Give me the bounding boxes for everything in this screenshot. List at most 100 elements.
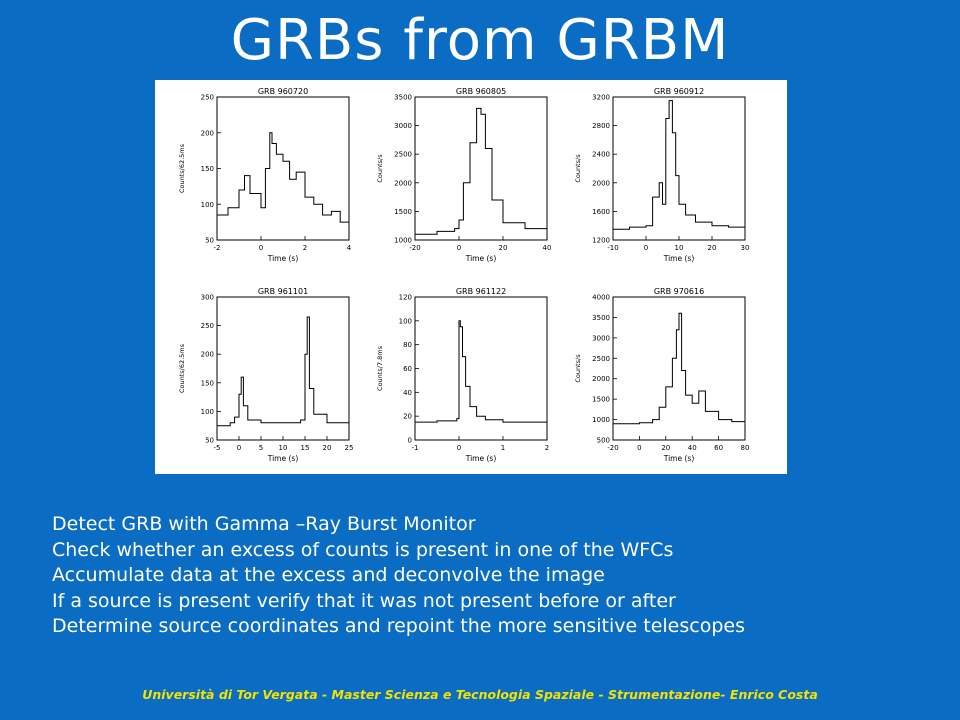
panel-title: GRB 970616 [654, 287, 704, 296]
series-line [613, 312, 746, 425]
y-tick-label: 300 [201, 294, 214, 302]
series-line [217, 316, 350, 427]
light-curve-panel: -2 0 2 4 50 100 150 200 250 GRB 960720 Time (s) Cou… [178, 87, 352, 263]
panel-title: GRB 960720 [258, 87, 308, 96]
x-tick-label: -20 [409, 244, 420, 252]
x-tick-label: 30 [741, 244, 750, 252]
x-tick-label: -20 [607, 444, 618, 452]
x-tick-label: 20 [323, 444, 332, 452]
bullet-list: Detect GRB with Gamma –Ray Burst Monitor… [52, 512, 932, 640]
x-tick-label: 0 [637, 444, 641, 452]
y-tick-label: 2000 [394, 179, 412, 187]
plot-frame [216, 296, 350, 441]
y-tick-label: 250 [201, 322, 214, 330]
y-tick-label: 1000 [394, 237, 412, 245]
x-tick-label: -2 [214, 244, 221, 252]
x-axis-label: Time (s) [465, 254, 497, 263]
x-tick-label: 0 [457, 244, 461, 252]
x-tick-label: 1 [501, 444, 505, 452]
y-tick-label: 200 [201, 129, 214, 137]
y-tick-label: 100 [201, 201, 214, 209]
x-tick-label: 4 [347, 244, 352, 252]
plot-frame [414, 296, 548, 441]
y-tick-label: 4000 [592, 294, 610, 302]
x-tick-label: 0 [457, 444, 461, 452]
bullet-item: Determine source coordinates and repoint… [52, 615, 745, 637]
x-tick-label: 80 [741, 444, 750, 452]
light-curve-panel: -5 0 5 10 15 20 25 50 100 150 200 250 300 GRB 961101 T… [178, 287, 353, 463]
y-axis-label: Counts/s [376, 154, 384, 183]
y-tick-label: 0 [408, 437, 412, 445]
y-tick-label: 1500 [394, 208, 412, 216]
bullet-item: Accumulate data at the excess and deconv… [52, 564, 605, 586]
x-tick-label: 10 [675, 244, 684, 252]
grb-lightcurves-figure: -2 0 2 4 50 100 150 200 250 GRB 960720 Time (s) Cou… [155, 80, 787, 474]
x-tick-label: 20 [499, 244, 508, 252]
y-tick-label: 150 [201, 379, 214, 387]
y-tick-label: 100 [201, 408, 214, 416]
x-axis-label: Time (s) [465, 454, 497, 463]
y-tick-label: 2800 [592, 122, 610, 130]
y-tick-label: 200 [201, 351, 214, 359]
panel-title: GRB 961101 [258, 287, 308, 296]
panel-title: GRB 960912 [654, 87, 704, 96]
series-line [415, 320, 547, 423]
y-tick-label: 40 [403, 389, 412, 397]
y-tick-label: 100 [399, 317, 412, 325]
bullet-item: Detect GRB with Gamma –Ray Burst Monitor [52, 513, 476, 535]
plot-frame [414, 96, 548, 241]
x-tick-label: 15 [301, 444, 310, 452]
y-tick-label: 3000 [394, 122, 412, 130]
x-tick-label: -10 [607, 244, 618, 252]
x-tick-label: 0 [644, 244, 648, 252]
x-tick-label: 25 [345, 444, 354, 452]
y-tick-label: 150 [201, 165, 214, 173]
series-line [415, 107, 548, 235]
bullet-item: Check whether an excess of counts is pre… [52, 538, 674, 561]
series-line [613, 100, 746, 230]
x-tick-label: -5 [214, 444, 221, 452]
y-axis-label: Counts/62.5ms [178, 343, 186, 393]
light-curve-panel: -20 0 20 40 1000 1500 2000 2500 3000 3500 GRB 9608… [376, 87, 551, 263]
y-axis-label: Counts/s [574, 154, 582, 183]
y-tick-label: 1500 [592, 396, 610, 404]
plot-frame [612, 96, 746, 241]
y-tick-label: 1000 [592, 416, 610, 424]
plot-frame [216, 96, 350, 241]
y-tick-label: 250 [201, 94, 214, 102]
x-tick-label: 20 [661, 444, 670, 452]
y-tick-label: 3500 [592, 314, 610, 322]
x-axis-label: Time (s) [663, 254, 695, 263]
x-tick-label: 0 [237, 444, 241, 452]
x-tick-label: 40 [688, 444, 697, 452]
y-tick-label: 50 [205, 437, 214, 445]
light-curve-panel: -20 0 20 40 60 80 500 1000 1500 2000 2500 3000 3500 4… [574, 287, 749, 463]
y-tick-label: 3500 [394, 94, 412, 102]
bullet-item: If a source is present verify that it wa… [52, 589, 676, 612]
x-axis-label: Time (s) [267, 254, 299, 263]
light-curve-panel: -10 0 10 20 30 1200 1600 2000 2400 2800 3200 GRB 96… [574, 87, 749, 263]
y-tick-label: 2000 [592, 179, 610, 187]
series-line [217, 132, 350, 230]
slide-title: GRBs from GRBM [230, 8, 730, 73]
y-tick-label: 1200 [592, 237, 610, 245]
y-tick-label: 1600 [592, 208, 610, 216]
y-axis-label: Counts/s [574, 354, 582, 383]
x-tick-label: 10 [279, 444, 288, 452]
y-tick-label: 3000 [592, 334, 610, 342]
y-tick-label: 500 [597, 437, 610, 445]
panel-title: GRB 961122 [456, 287, 506, 296]
x-tick-label: -1 [412, 444, 419, 452]
y-axis-label: Counts/7.8ms [376, 345, 384, 391]
y-tick-label: 60 [403, 365, 412, 373]
y-tick-label: 20 [403, 413, 412, 421]
x-tick-label: 0 [259, 244, 263, 252]
x-tick-label: 60 [714, 444, 723, 452]
y-tick-label: 120 [399, 294, 412, 302]
y-tick-label: 2500 [592, 355, 610, 363]
x-axis-label: Time (s) [267, 454, 299, 463]
panel-title: GRB 960805 [456, 87, 506, 96]
y-tick-label: 2000 [592, 375, 610, 383]
